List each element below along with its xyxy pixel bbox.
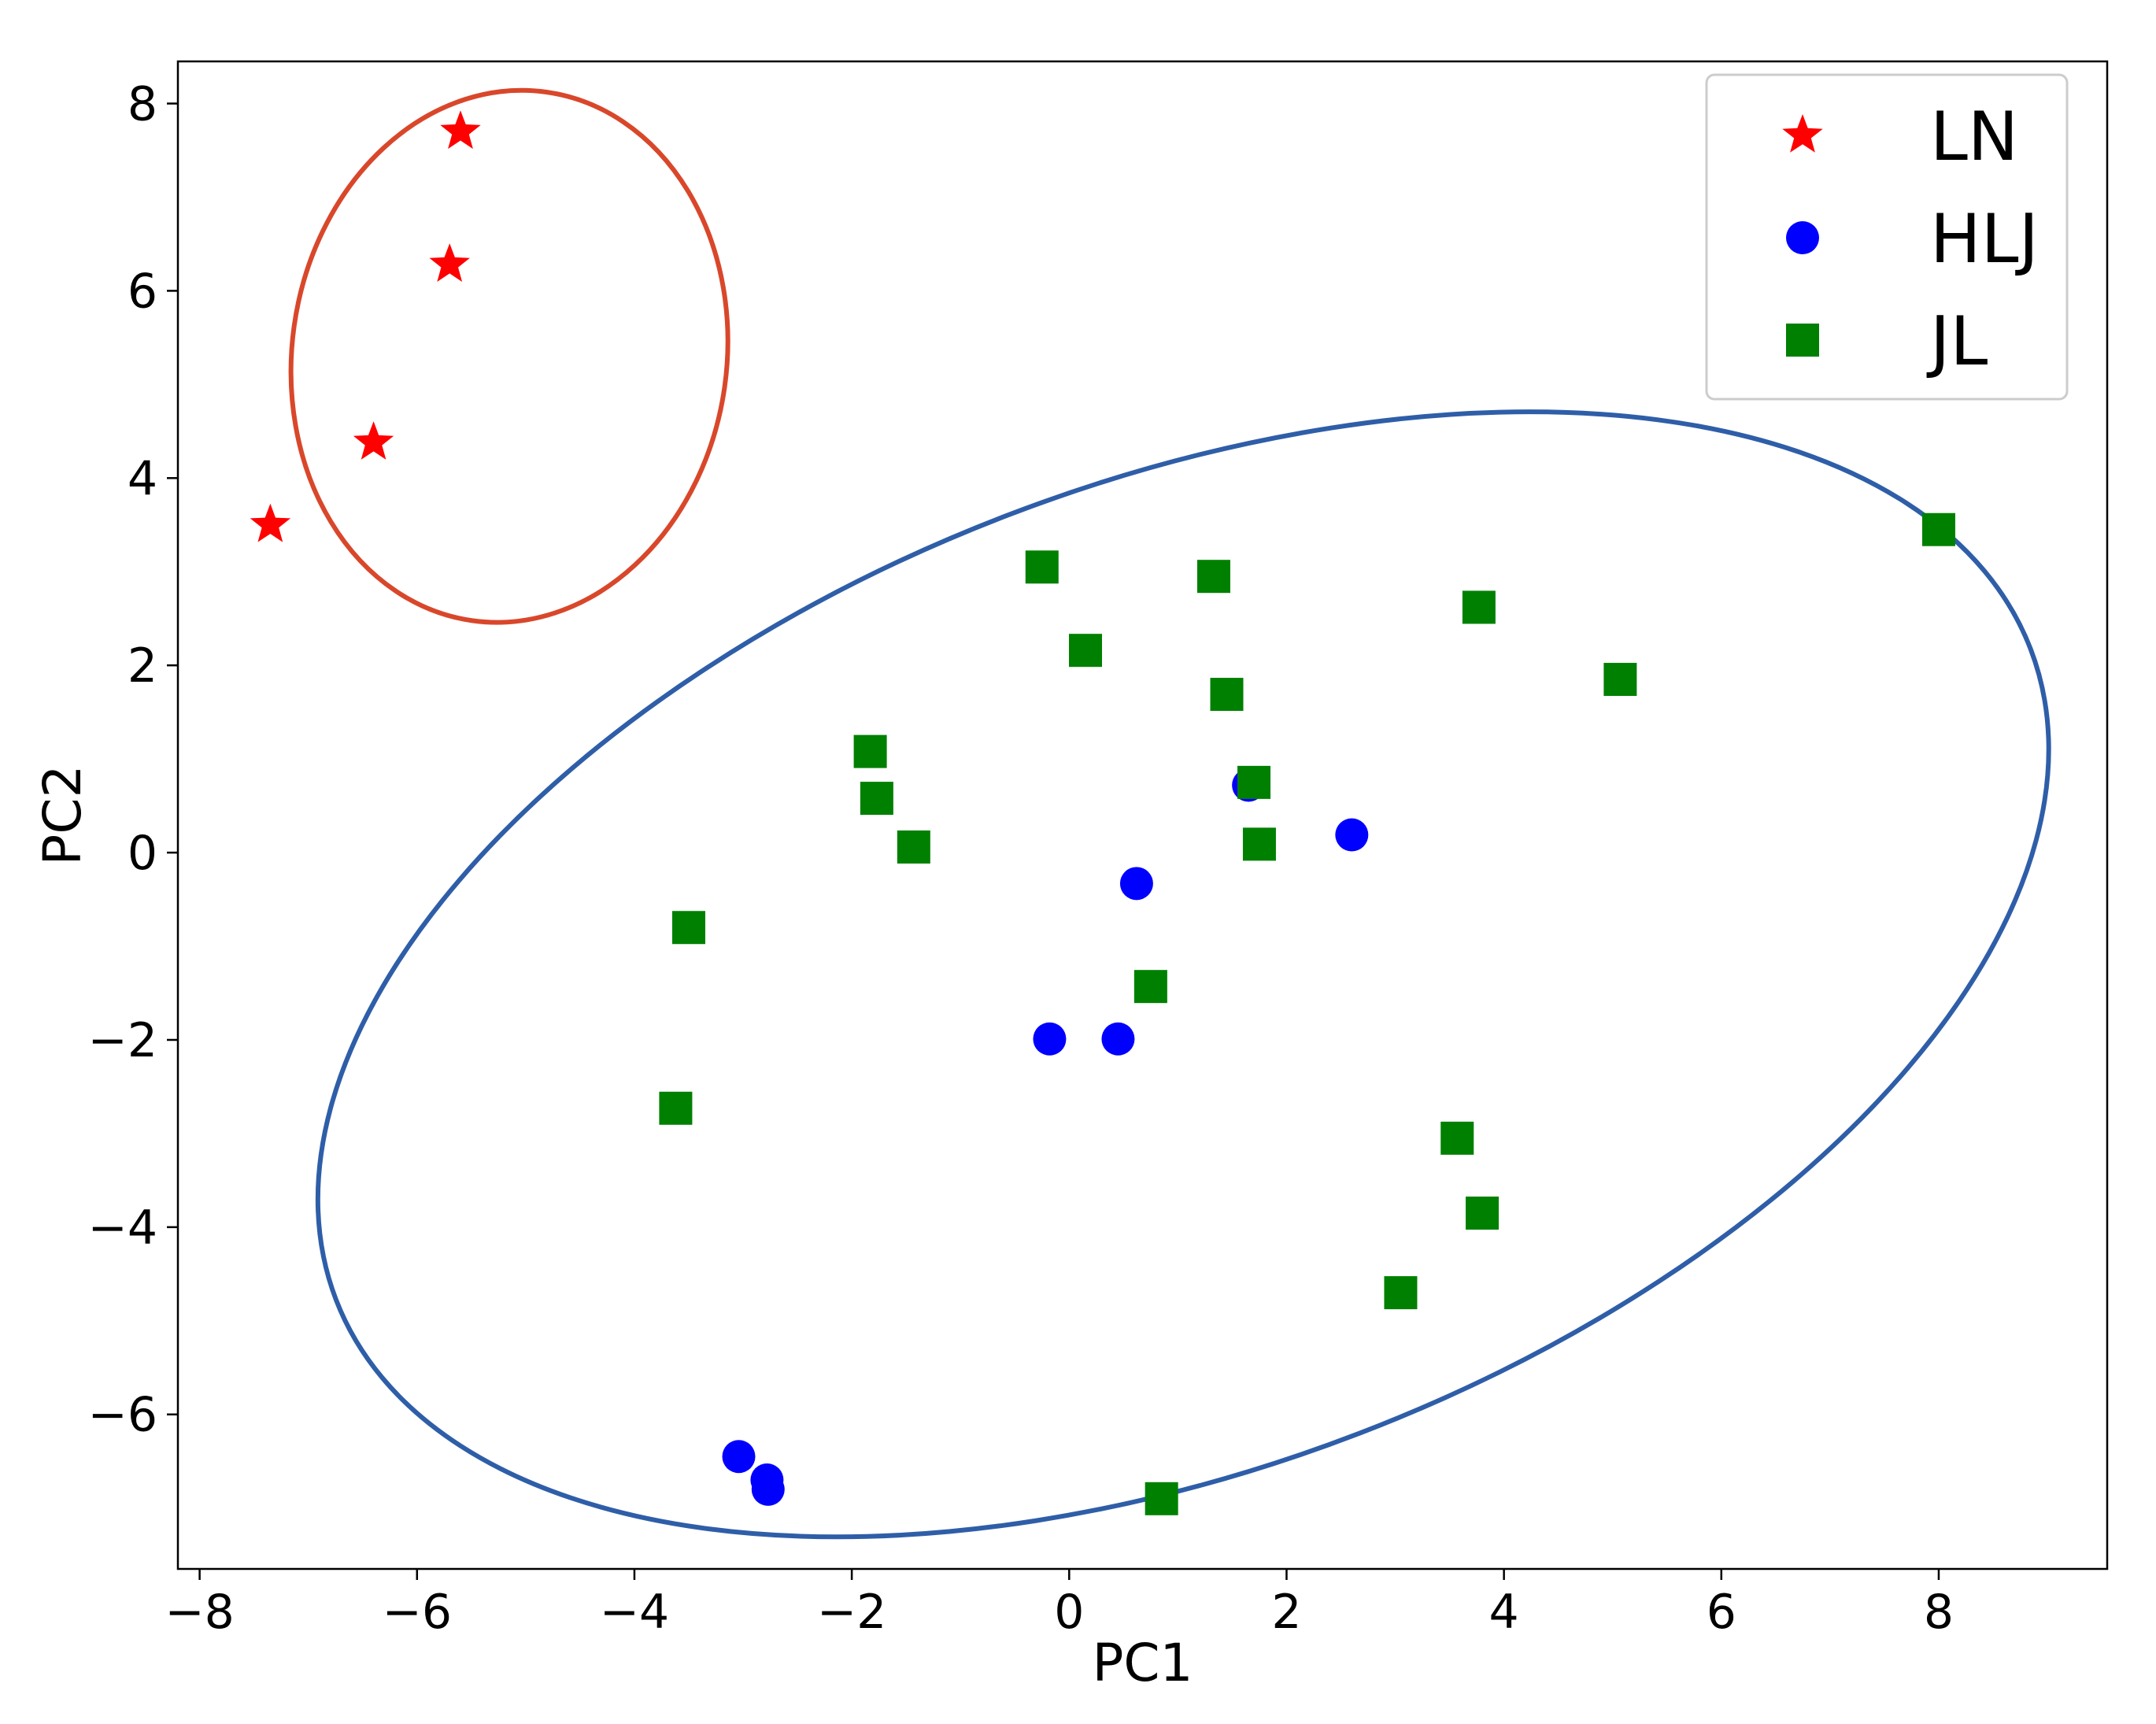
plot-frame [176,60,2109,1570]
x-tick-label: 0 [1054,1585,1084,1640]
y-tick-label: −2 [88,1013,157,1068]
cluster-ellipse-1 [288,87,730,625]
data-point-ln [353,421,394,460]
y-tick-label: 2 [128,638,157,694]
y-tick-label: 8 [128,77,157,132]
legend-label-hlj: HLJ [1930,200,2039,279]
data-points [250,110,1955,1515]
y-axis-label: PC2 [32,765,93,866]
x-tick-label: 4 [1489,1585,1519,1640]
legend-label-jl: JL [1926,302,1988,381]
data-point-jl [1466,1197,1500,1230]
data-point-hlj [1033,1022,1067,1056]
data-point-jl [1603,663,1637,697]
data-point-jl [1384,1276,1418,1310]
legend-marker-hlj [1786,221,1819,254]
x-tick-label: 6 [1707,1585,1736,1640]
data-point-hlj [1335,818,1369,852]
data-point-jl [1210,678,1244,712]
data-point-jl [1069,634,1103,668]
x-tick-label: 8 [1924,1585,1954,1640]
y-tick-label: 0 [128,826,157,881]
data-point-jl [1025,550,1059,584]
data-point-jl [659,1091,693,1125]
cluster-ellipses [288,87,2051,1540]
data-point-jl [1237,765,1271,799]
data-point-jl [671,911,705,945]
data-point-ln [429,243,470,282]
data-point-ln [440,110,481,150]
legend: LN HLJ JL [1705,73,2069,401]
legend-marker-ln [1782,114,1823,153]
data-point-jl [1242,827,1276,861]
x-tick-label: 2 [1271,1585,1301,1640]
x-tick-label: −2 [817,1585,886,1640]
data-point-jl [1440,1121,1474,1155]
data-point-jl [860,782,893,816]
x-tick-label: −4 [600,1585,669,1640]
axis-ticks: −8 −6 −4 −2 0 2 4 6 8 −6 −4 −2 0 2 4 6 8 [88,77,1954,1640]
cluster-ellipse-2 [315,409,2051,1540]
legend-box [1705,73,2069,401]
data-point-hlj [1101,1022,1135,1056]
data-point-ln [250,503,291,542]
legend-label-ln: LN [1930,98,2018,176]
data-point-hlj [751,1472,785,1506]
data-point-jl [1921,512,1955,546]
y-tick-label: −4 [88,1201,157,1256]
data-point-jl [1133,970,1167,1004]
data-point-jl [1462,590,1496,624]
legend-marker-jl [1786,324,1819,357]
x-tick-label: −8 [165,1585,234,1640]
data-point-jl [853,734,887,768]
data-point-hlj [722,1440,756,1474]
data-point-jl [1196,560,1230,594]
data-point-hlj [1119,867,1153,901]
y-tick-label: 4 [128,451,157,506]
y-tick-label: 6 [128,264,157,319]
data-point-jl [1145,1482,1178,1515]
x-axis-label: PC1 [1093,1633,1193,1693]
y-tick-label: −6 [88,1388,157,1443]
data-point-jl [897,830,930,864]
x-tick-label: −6 [383,1585,452,1640]
